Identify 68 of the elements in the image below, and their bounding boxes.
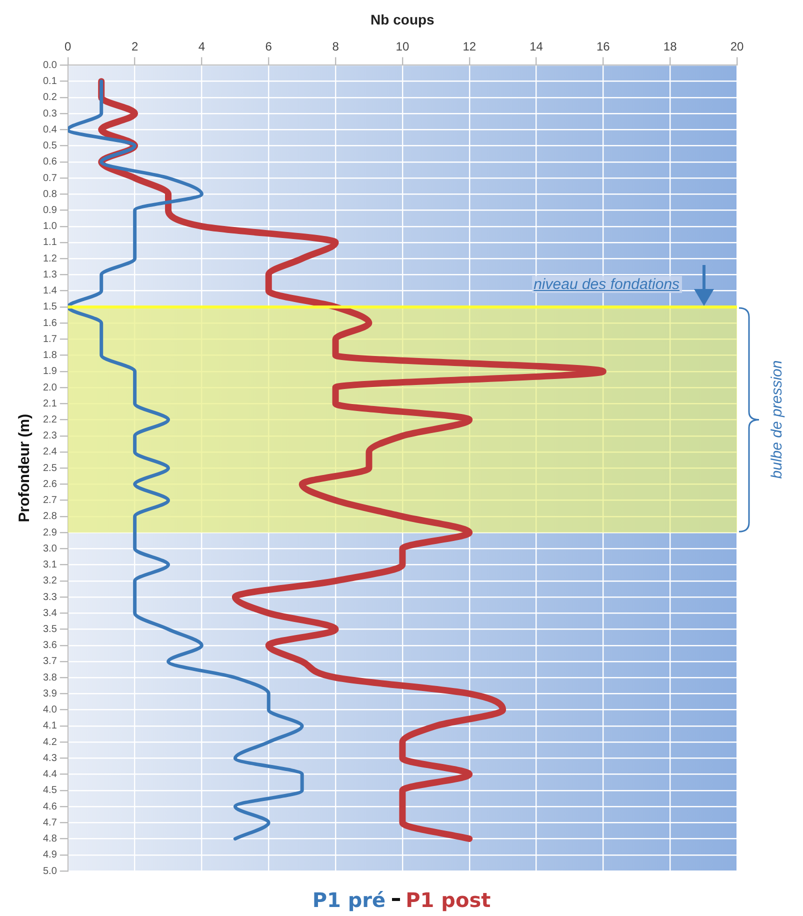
y-tick-label: 2.5 [42, 462, 58, 474]
y-tick-label: 3.5 [42, 624, 58, 636]
y-tick-label: 2.1 [42, 398, 58, 410]
y-tick-label: 0.4 [42, 124, 58, 136]
y-tick-label: 5.0 [42, 866, 58, 877]
y-tick-label: 0.1 [42, 76, 58, 88]
y-tick-label: 3.3 [42, 592, 58, 603]
text: P1 post [406, 888, 491, 912]
y-tick-label: 1.2 [42, 253, 58, 264]
x-tick-label: 18 [663, 39, 678, 54]
annotation: niveau des fondations [532, 276, 682, 293]
y-tick-label: 4.6 [42, 801, 58, 812]
y-tick-label: 0.9 [42, 204, 58, 216]
y-tick-label: 3.2 [42, 576, 58, 587]
y-tick-label: 0.8 [42, 188, 58, 200]
y-tick-label: 3.9 [42, 688, 58, 700]
y-tick-label: 2.9 [42, 527, 58, 538]
x-tick-label: 6 [265, 39, 272, 54]
y-tick-label: 4.7 [42, 817, 58, 828]
y-tick-label: 0.5 [42, 140, 58, 152]
text: P1 pré [312, 888, 386, 912]
y-tick-label: 0.3 [42, 108, 58, 120]
y-tick-label: 4.4 [42, 769, 58, 780]
y-tick-label: 3.4 [42, 608, 58, 619]
x-tick-label: 12 [462, 39, 476, 54]
y-tick-label: 0.2 [42, 92, 58, 104]
y-tick-label: 2.4 [42, 446, 58, 458]
y-tick-label: 4.3 [42, 752, 58, 764]
y-tick-label: 1.4 [42, 286, 58, 297]
x-tick-label: 8 [332, 39, 340, 54]
x-tick-label: 14 [530, 39, 544, 54]
y-tick-label: 1.6 [42, 318, 58, 329]
text: bulbe de pression [768, 360, 786, 479]
x-tick-label: 2 [131, 39, 138, 54]
x-tick-label: 16 [596, 39, 610, 54]
y-tick-label: 2.6 [42, 478, 58, 490]
y-tick-label: 4.5 [42, 785, 58, 796]
y-tick-label: 3.6 [42, 640, 58, 652]
x-axis-title: Nb coups [370, 11, 435, 28]
y-tick-label: 1.8 [42, 350, 58, 362]
y-tick-label: 0.6 [42, 156, 58, 168]
x-tick-label: 4 [198, 39, 206, 54]
y-tick-label: 2.2 [42, 414, 58, 426]
y-tick-label: 4.1 [42, 720, 58, 732]
y-tick-label: 1.3 [42, 269, 58, 280]
y-tick-label: 0.0 [42, 60, 58, 71]
y-tick-label: 1.7 [42, 334, 58, 345]
y-tick-label: 4.2 [42, 736, 58, 748]
x-tick-label: 10 [396, 39, 410, 54]
y-tick-label: 4.9 [42, 850, 58, 861]
y-tick-label: 3.1 [42, 560, 58, 571]
y-tick-label: 2.7 [42, 495, 58, 506]
y-tick-label: 1.0 [42, 221, 58, 232]
y-tick-label: 3.0 [42, 543, 58, 554]
y-tick-label: 4.8 [42, 834, 58, 845]
y-tick-label: 1.1 [42, 237, 58, 248]
x-tick-label: 20 [730, 39, 744, 54]
y-tick-label: 3.8 [42, 672, 58, 684]
y-axis-title: Profondeur (m) [16, 414, 34, 522]
y-tick-label: 1.9 [42, 366, 58, 378]
y-tick-label: 3.7 [42, 656, 58, 668]
y-tick-label: 0.7 [42, 172, 58, 184]
x-tick-label: 0 [64, 39, 72, 54]
y-tick-label: 4.0 [42, 704, 58, 716]
y-tick-label: 2.3 [42, 430, 58, 442]
y-tick-label: 2.0 [42, 382, 58, 394]
y-tick-label: 1.5 [42, 302, 58, 313]
y-tick-label: 2.8 [42, 511, 58, 522]
